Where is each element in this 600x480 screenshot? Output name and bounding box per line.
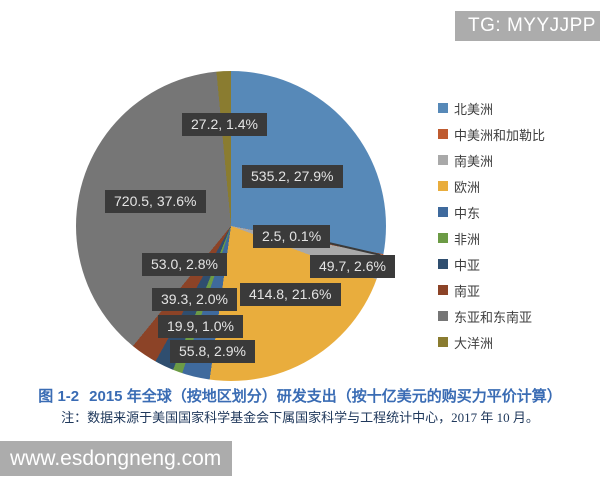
legend-item: 中东 <box>438 205 545 221</box>
legend-swatch-icon <box>438 103 448 113</box>
legend-label: 中美洲和加勒比 <box>454 127 546 143</box>
legend-swatch-icon <box>438 181 448 191</box>
legend-swatch-icon <box>438 155 448 165</box>
legend-item: 中亚 <box>438 257 545 273</box>
legend-swatch-icon <box>438 233 448 243</box>
legend-item: 南亚 <box>438 283 545 299</box>
legend-item: 非洲 <box>438 231 545 247</box>
pie-data-label: 535.2, 27.9% <box>242 165 343 188</box>
tg-watermark-badge: TG: MYYJJPP <box>455 11 600 41</box>
legend-swatch-icon <box>438 129 448 139</box>
pie-data-label: 27.2, 1.4% <box>182 113 267 136</box>
pie-data-label: 19.9, 1.0% <box>158 315 243 338</box>
legend-swatch-icon <box>438 311 448 321</box>
chart-legend: 北美洲中美洲和加勒比 南美洲欧洲中东非洲中亚南亚东亚和东南亚 大洋洲 <box>438 101 546 351</box>
pie-data-label: 2.5, 0.1% <box>253 225 331 248</box>
legend-swatch-icon <box>438 337 448 347</box>
pie-data-label: 53.0, 2.8% <box>142 253 227 276</box>
legend-label: 大洋洲 <box>454 335 494 351</box>
legend-label: 中亚 <box>454 257 481 273</box>
legend-item: 中美洲和加勒比 <box>438 127 546 143</box>
legend-label: 中东 <box>454 205 481 221</box>
pie-data-label: 49.7, 2.6% <box>310 255 395 278</box>
legend-label: 欧洲 <box>454 179 481 195</box>
pie-data-label: 55.8, 2.9% <box>170 340 255 363</box>
legend-swatch-icon <box>438 259 448 269</box>
figure-title-text: 2015 年全球（按地区划分）研发支出（按十亿美元的购买力平价计算） <box>89 388 562 405</box>
legend-item: 北美洲 <box>438 101 545 117</box>
figure-caption: 图 1-2 2015 年全球（按地区划分）研发支出（按十亿美元的购买力平价计算） <box>0 385 600 406</box>
legend-label: 南美洲 <box>454 153 494 169</box>
legend-label: 非洲 <box>454 231 481 247</box>
pie-data-label: 414.8, 21.6% <box>240 283 341 306</box>
legend-item: 欧洲 <box>438 179 545 195</box>
legend-swatch-icon <box>438 207 448 217</box>
site-watermark: www.esdongneng.com <box>0 441 232 476</box>
legend-item: 大洋洲 <box>438 335 545 351</box>
figure-number-label: 图 1-2 <box>38 388 80 405</box>
legend-swatch-icon <box>438 285 448 295</box>
legend-label: 北美洲 <box>454 101 494 117</box>
legend-item: 南美洲 <box>438 153 545 169</box>
figure-source-note: 注：数据来源于美国国家科学基金会下属国家科学与工程统计中心，2017 年 10 … <box>61 410 539 425</box>
legend-item: 东亚和东南亚 <box>438 309 545 325</box>
pie-data-label: 39.3, 2.0% <box>152 288 237 311</box>
legend-label: 南亚 <box>454 283 481 299</box>
legend-label: 东亚和东南亚 <box>454 309 533 325</box>
pie-data-label: 720.5, 37.6% <box>105 190 206 213</box>
